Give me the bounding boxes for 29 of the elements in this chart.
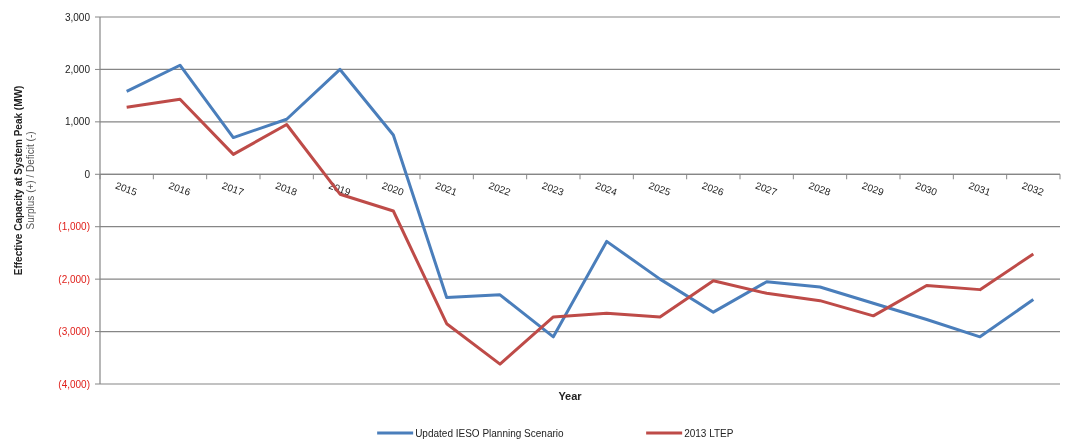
x-tick-label: 2016: [167, 179, 193, 198]
x-tick-label: 2020: [380, 179, 406, 198]
y-tick-label: (2,000): [58, 273, 90, 285]
x-tick-label: 2022: [487, 179, 513, 198]
y-tick-label: 0: [84, 168, 91, 180]
x-tick-label: 2032: [1020, 179, 1046, 198]
y-tick-label: (4,000): [58, 378, 90, 390]
x-tick-label: 2028: [807, 179, 833, 198]
legend-label: 2013 LTEP: [684, 428, 734, 439]
y-tick-label: 2,000: [64, 63, 91, 75]
x-tick-label: 2030: [913, 179, 940, 198]
y-tick-label: 3,000: [64, 11, 91, 23]
x-tick-label: 2031: [967, 179, 993, 198]
y-tick-label: (1,000): [58, 221, 90, 233]
y-axis-title: Effective Capacity at System Peak (MW) Surplus (+) / Deficit (-): [13, 85, 36, 276]
x-tick-label: 2023: [540, 179, 566, 198]
x-tick-label: 2026: [700, 179, 726, 198]
x-tick-label: 2029: [860, 179, 886, 198]
x-tick-label: 2017: [220, 179, 246, 198]
x-tick-label: 2018: [273, 179, 300, 198]
x-tick-label: 2025: [647, 179, 673, 198]
x-tick-label: 2024: [593, 179, 620, 198]
x-tick-label: 2021: [433, 179, 460, 198]
y-tick-label: 1,000: [64, 116, 91, 128]
y-tick-label: (3,000): [58, 326, 90, 338]
x-tick-label: 2027: [753, 179, 780, 198]
x-axis-title: Year: [558, 390, 583, 402]
legend-label: Updated IESO Planning Scenario: [415, 428, 565, 439]
x-tick-label: 2015: [113, 179, 140, 198]
